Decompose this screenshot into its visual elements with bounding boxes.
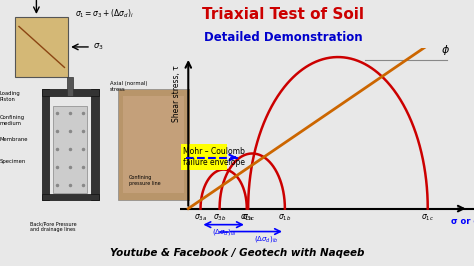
Text: Confining
pressure line: Confining pressure line <box>129 175 161 186</box>
Bar <box>42 89 49 200</box>
Text: $\sigma_{1a}$: $\sigma_{1a}$ <box>240 212 254 223</box>
Text: Confining
medium: Confining medium <box>0 115 25 126</box>
Text: $(\Delta\sigma_d)_{lb}$: $(\Delta\sigma_d)_{lb}$ <box>254 234 278 244</box>
Bar <box>42 89 99 96</box>
Bar <box>123 96 184 193</box>
Text: $\sigma_{1b}$: $\sigma_{1b}$ <box>278 212 292 223</box>
Text: Membrane: Membrane <box>0 137 28 142</box>
Text: Triaxial Test of Soil: Triaxial Test of Soil <box>202 7 364 22</box>
FancyBboxPatch shape <box>181 144 227 170</box>
Text: $\sigma_1 = \sigma_3 + (\Delta\sigma_d)_i$: $\sigma_1 = \sigma_3 + (\Delta\sigma_d)_… <box>75 7 134 20</box>
Bar <box>42 194 99 200</box>
Text: $\sigma_{3b}$: $\sigma_{3b}$ <box>213 212 226 223</box>
Text: $\sigma_{1c}$: $\sigma_{1c}$ <box>421 212 434 223</box>
Text: Youtube & Facebook / Geotech with Naqeeb: Youtube & Facebook / Geotech with Naqeeb <box>110 248 364 258</box>
Text: Loading
Piston: Loading Piston <box>0 91 21 102</box>
Bar <box>118 89 190 200</box>
Text: Specimen: Specimen <box>0 159 26 164</box>
Bar <box>15 17 68 77</box>
Text: Detailed Demonstration: Detailed Demonstration <box>204 31 362 44</box>
Text: $\sigma_{3c}$: $\sigma_{3c}$ <box>242 212 255 223</box>
Bar <box>53 106 87 193</box>
Text: Back/Pore Pressure
and drainage lines: Back/Pore Pressure and drainage lines <box>30 222 76 232</box>
Text: Mohr – Coulomb
failure envelope: Mohr – Coulomb failure envelope <box>183 147 245 167</box>
Text: $\sigma_{3a}$: $\sigma_{3a}$ <box>194 212 207 223</box>
Text: σ or σ': σ or σ' <box>451 217 474 226</box>
Text: $(\Delta\sigma_d)_{la}$: $(\Delta\sigma_d)_{la}$ <box>211 227 236 238</box>
Bar <box>91 89 99 200</box>
Text: Axial (normal)
stress: Axial (normal) stress <box>110 81 147 92</box>
Text: $\sigma_3$: $\sigma_3$ <box>93 42 103 52</box>
Text: Shear stress, τ: Shear stress, τ <box>172 65 181 122</box>
Text: $\phi$: $\phi$ <box>441 43 450 57</box>
Bar <box>67 77 73 96</box>
